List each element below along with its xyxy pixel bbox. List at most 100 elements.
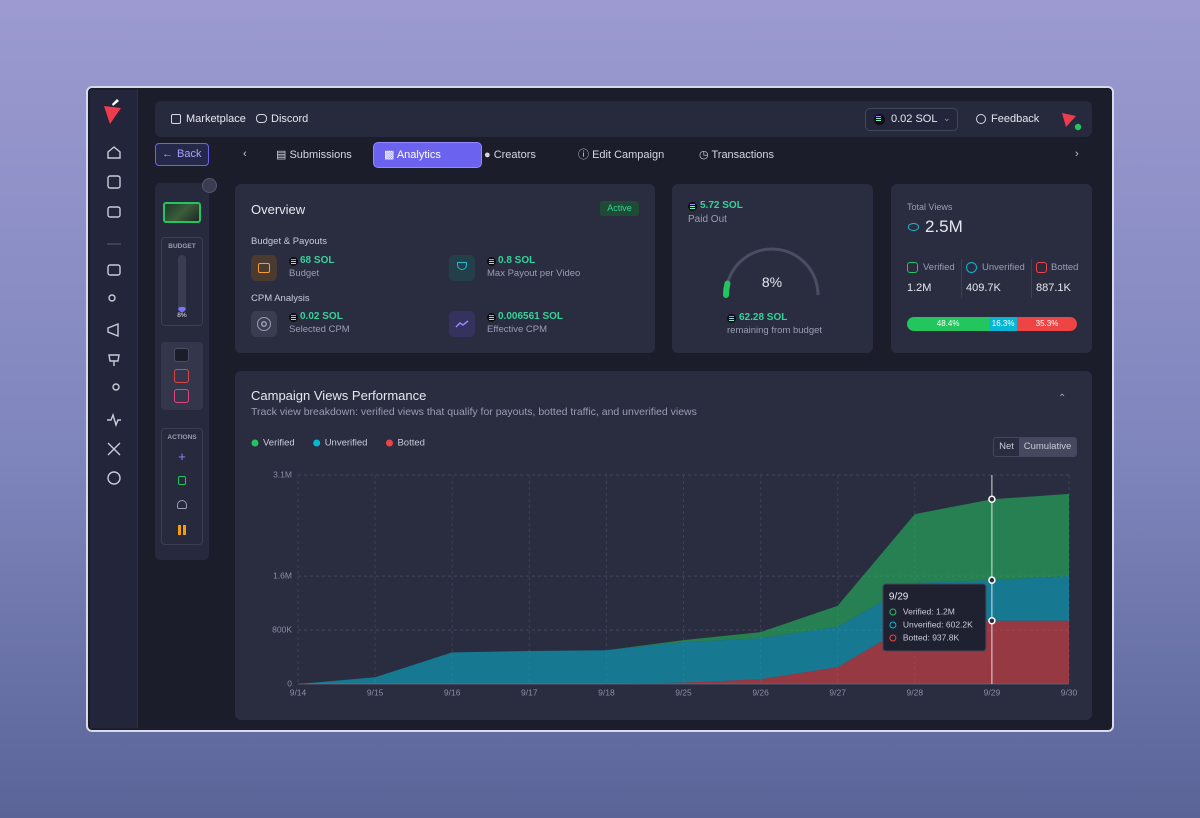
tiktok-button[interactable]	[174, 348, 189, 362]
metric-value: 0.8 SOL	[498, 255, 536, 266]
home-icon[interactable]	[107, 146, 121, 159]
instagram-button[interactable]	[174, 389, 189, 403]
messages-icon[interactable]	[107, 264, 121, 276]
metric-value: 68 SOL	[300, 255, 335, 266]
bag-action[interactable]	[178, 476, 186, 485]
x-tick-label: 9/30	[1061, 687, 1078, 697]
y-tick-label: 1.6M	[273, 570, 292, 580]
users-icon[interactable]	[108, 294, 116, 302]
hover-point	[988, 617, 996, 625]
back-button[interactable]	[155, 143, 209, 166]
overview-title: Overview	[251, 202, 306, 217]
target-glyph	[257, 317, 271, 331]
breakdown-icon	[1036, 262, 1047, 273]
activity-icon[interactable]	[107, 412, 121, 428]
campaign-icon[interactable]	[107, 322, 119, 338]
campaign-thumbnail	[163, 202, 201, 223]
gauge-label: 8%	[761, 274, 783, 290]
breakdown-name: Unverified	[982, 262, 1025, 273]
tab[interactable]: ◷ Transactions	[689, 143, 784, 167]
sol-coin	[688, 202, 697, 211]
youtube-button[interactable]	[174, 369, 189, 383]
app-logo-mark	[112, 99, 119, 106]
online-dot	[1074, 123, 1082, 131]
trend-glyph	[455, 320, 469, 328]
tab-label: Transactions	[711, 149, 775, 161]
tab[interactable]: ▤ Submissions	[266, 143, 362, 167]
tooltip-line: Verified: 1.2M	[903, 606, 955, 616]
budget-title: BUDGET	[168, 243, 196, 250]
marketplace-link[interactable]: Marketplace	[186, 113, 246, 125]
budget-box	[161, 237, 203, 326]
breakdown-name: Verified	[923, 262, 955, 273]
section-label: CPM Analysis	[251, 293, 310, 304]
area	[298, 576, 1069, 684]
budget-icon	[251, 255, 277, 281]
sol-coin	[487, 313, 496, 322]
tab[interactable]: ● Creators	[474, 143, 546, 167]
split-segment: 48.4%	[907, 317, 990, 331]
metric-value: 0.006561 SOL	[498, 311, 564, 322]
tasks-icon[interactable]	[107, 175, 121, 189]
collapse-button[interactable]	[202, 178, 217, 193]
trophy-icon[interactable]	[108, 354, 120, 366]
payout-icon	[449, 255, 475, 281]
tab-icon: ▤	[276, 149, 290, 161]
breakdown-name: Botted	[1051, 262, 1079, 273]
discord-link[interactable]: Discord	[271, 113, 309, 125]
feedback-button[interactable]: Feedback	[991, 113, 1040, 125]
back-arrow: ←	[162, 148, 173, 160]
x-tick-label: 9/15	[367, 687, 384, 697]
x-tick-label: 9/26	[752, 687, 769, 697]
tab-icon: ⓘ	[578, 149, 593, 161]
profile-logo[interactable]	[1060, 110, 1084, 132]
balance-caret: ⌄	[943, 113, 951, 123]
tab-label: Submissions	[289, 149, 352, 161]
collapse-chart[interactable]: ⌃	[1058, 393, 1067, 404]
app-logo[interactable]	[104, 106, 121, 124]
legend-dot	[313, 439, 321, 447]
tabs-next[interactable]: ›	[1075, 148, 1079, 160]
balance: 0.02 SOL	[891, 113, 938, 125]
back-label: Back	[177, 148, 202, 160]
trend-line	[455, 320, 469, 328]
tab-icon: ●	[484, 149, 494, 161]
chart: Verified Unverified Botted 0 800K 1.6M 3.1M 9/1…	[251, 438, 1078, 697]
legend-dot	[385, 439, 393, 447]
chart-title: Campaign Views Performance	[251, 388, 427, 403]
trophy-glyph	[457, 262, 467, 270]
tab[interactable]: ▩ Analytics	[374, 143, 481, 167]
x-tick-label: 9/18	[598, 687, 615, 697]
tabs-prev[interactable]: ‹	[243, 148, 247, 160]
mode-button[interactable]: Cumulative	[1019, 438, 1076, 456]
pause-action[interactable]	[178, 525, 186, 535]
tab[interactable]: ⓘ Edit Campaign	[568, 143, 674, 167]
add-action[interactable]: +	[178, 449, 186, 464]
mode-button[interactable]: Net	[999, 441, 1014, 452]
budget-fill	[178, 307, 186, 312]
icon-rail	[90, 90, 138, 728]
metric-label: Selected CPM	[289, 324, 350, 335]
tooltip-line: Botted: 937.8K	[903, 632, 960, 642]
split-bar: 48.4% 16.3% 35.3%	[907, 317, 1077, 331]
breakdown-value: 409.7K	[966, 282, 1001, 294]
paid-out-value: 5.72 SOL	[700, 200, 743, 211]
legend-label: Unverified	[325, 438, 368, 449]
balance-pill[interactable]	[865, 108, 958, 131]
eye-icon	[908, 223, 919, 231]
key-icon[interactable]	[112, 383, 120, 391]
wallet-icon[interactable]	[107, 206, 121, 218]
tooltip-line: Unverified: 602.2K	[903, 619, 973, 629]
payout-card	[672, 184, 873, 353]
rail-buttons	[107, 146, 121, 485]
sol-coin	[289, 313, 298, 322]
budget-percent: 8%	[177, 312, 187, 319]
wallet-glyph	[258, 263, 270, 273]
tools-icon[interactable]	[107, 442, 121, 456]
tab-label: Creators	[493, 149, 536, 161]
tab-icon: ◷	[699, 149, 712, 161]
gauge-track	[724, 247, 820, 296]
history-icon[interactable]	[107, 471, 121, 485]
views-title: Total Views	[907, 202, 953, 212]
users-action[interactable]	[177, 500, 187, 509]
